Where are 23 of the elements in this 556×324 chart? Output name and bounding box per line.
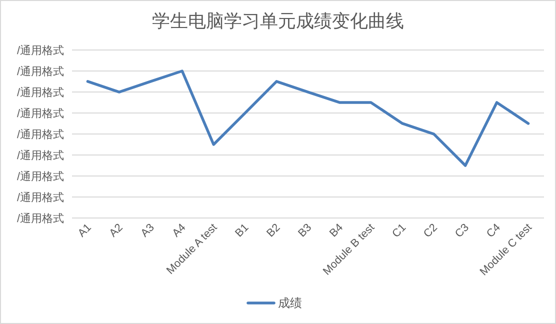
x-tick-label: C2 [422, 222, 440, 240]
text: /通用格式 [16, 86, 64, 99]
text: /通用格式 [16, 191, 64, 204]
x-tick-label: C1 [390, 222, 409, 240]
legend-label: 成绩 [278, 296, 302, 310]
x-tick-label: A2 [107, 222, 126, 240]
text: /通用格式 [16, 149, 64, 162]
text: /通用格式 [16, 212, 64, 225]
x-tick-label: A1 [76, 222, 94, 240]
x-tick-label: B1 [233, 222, 252, 240]
x-tick-label: B3 [296, 222, 314, 240]
x-tick-label: B4 [328, 222, 346, 240]
text: /通用格式 [16, 170, 64, 183]
text: /通用格式 [16, 65, 64, 78]
text: /通用格式 [16, 44, 64, 57]
x-tick-label: C3 [453, 222, 472, 240]
x-tick-label: C4 [484, 222, 503, 240]
x-tick-label: A3 [138, 222, 157, 240]
x-tick-label: A4 [170, 222, 188, 240]
x-tick-label: B2 [264, 222, 283, 240]
text: /通用格式 [16, 107, 64, 120]
title: 学生电脑学习单元成绩变化曲线 [152, 11, 404, 31]
text: /通用格式 [16, 128, 64, 141]
